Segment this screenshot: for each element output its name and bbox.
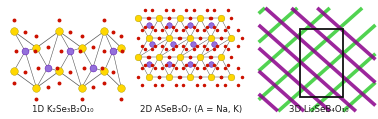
Text: 3D Li₂SeB₄O₁₀: 3D Li₂SeB₄O₁₀ (289, 105, 349, 114)
Bar (300, 29, 343, 97)
Text: 1D K₂Se₃B₂O₁₀: 1D K₂Se₃B₂O₁₀ (32, 105, 94, 114)
Text: 2D ASeB₃O₇ (A = Na, K): 2D ASeB₃O₇ (A = Na, K) (140, 105, 242, 114)
